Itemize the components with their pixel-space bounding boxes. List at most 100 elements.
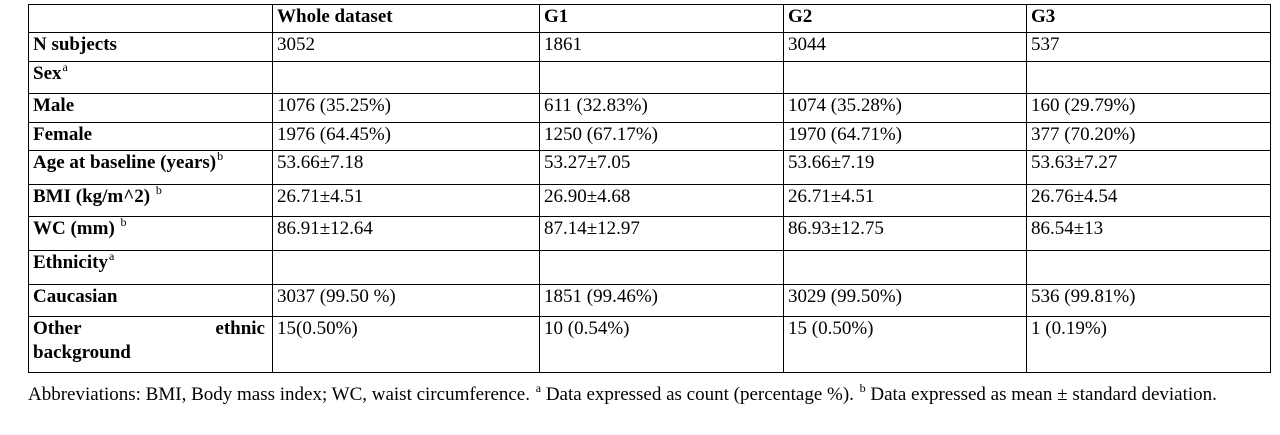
table-row: Caucasian 3037 (99.50 %) 1851 (99.46%) 3029… bbox=[28, 284, 1271, 317]
data-cell: 1076 (35.25%) bbox=[272, 93, 540, 123]
cell-value: 1 (0.19%) bbox=[1031, 318, 1107, 339]
table-row: Age at baseline (years)b 53.66±7.18 53.27±… bbox=[28, 150, 1271, 185]
column-header: G1 bbox=[539, 4, 784, 33]
data-cell: 3029 (99.50%) bbox=[783, 284, 1027, 317]
cell-value: 86.54±13 bbox=[1031, 218, 1104, 239]
data-cell: 1970 (64.71%) bbox=[783, 122, 1027, 151]
cell-value: 15(0.50%) bbox=[277, 318, 358, 339]
cell-value: 15 (0.50%) bbox=[788, 318, 874, 339]
table-row: N subjects 3052 1861 3044 537 bbox=[28, 32, 1271, 62]
data-cell: 160 (29.79%) bbox=[1026, 93, 1271, 123]
cell-value: 26.76±4.54 bbox=[1031, 186, 1118, 207]
data-cell: 15 (0.50%) bbox=[783, 316, 1027, 373]
footnote-text: Data expressed as count (percentage %). bbox=[545, 384, 854, 405]
data-cell bbox=[1026, 250, 1271, 285]
row-label: Caucasian bbox=[33, 286, 118, 307]
abbreviations: Abbreviations: BMI, Body mass index; WC,… bbox=[28, 384, 530, 405]
cell-value: 1970 (64.71%) bbox=[788, 124, 902, 145]
row-label-cell: Ethnicitya bbox=[28, 249, 273, 285]
data-cell: 53.66±7.18 bbox=[272, 150, 540, 185]
footnote-text: Data expressed as mean ± standard deviat… bbox=[870, 384, 1217, 405]
data-cell: 10 (0.54%) bbox=[539, 316, 784, 373]
cell-value: 3037 (99.50 %) bbox=[277, 286, 396, 307]
data-cell: 1250 (67.17%) bbox=[539, 122, 784, 151]
cell-value: 3044 bbox=[788, 34, 826, 55]
data-cell: 87.14±12.97 bbox=[539, 216, 784, 251]
data-cell: 3037 (99.50 %) bbox=[272, 284, 540, 317]
cell-value: 26.90±4.68 bbox=[544, 186, 631, 207]
data-cell: 26.71±4.51 bbox=[272, 184, 540, 217]
row-label: Age at baseline (years) bbox=[33, 152, 217, 173]
row-label-cell: Female bbox=[28, 122, 273, 151]
data-cell: 3044 bbox=[783, 32, 1027, 62]
table-row: Other ethnic background 15(0.50%) 10 (0.54… bbox=[28, 316, 1271, 373]
table-row: BMI (kg/m^2) b 26.71±4.51 26.90±4.68 26.71±… bbox=[28, 183, 1271, 217]
data-cell bbox=[539, 61, 784, 94]
cell-value: 26.71±4.51 bbox=[788, 186, 875, 207]
data-table: Whole dataset G1 G2 G3 N subjects 3052 1861 30… bbox=[28, 4, 1271, 373]
row-label-cell: WC (mm) b bbox=[28, 215, 273, 251]
cell-value: 537 bbox=[1031, 34, 1060, 55]
data-cell: 86.91±12.64 bbox=[272, 216, 540, 251]
row-label-cell: Age at baseline (years)b bbox=[28, 150, 273, 185]
footnote-mark: a bbox=[108, 249, 115, 263]
data-cell: 1976 (64.45%) bbox=[272, 122, 540, 151]
column-header: Whole dataset bbox=[272, 4, 540, 33]
cell-value: 611 (32.83%) bbox=[544, 95, 648, 116]
row-label: Female bbox=[33, 124, 93, 145]
column-header: G3 bbox=[1026, 4, 1271, 33]
table-row: Ethnicitya bbox=[28, 249, 1271, 285]
table-row: Male 1076 (35.25%) 611 (32.83%) 1074 (35.28… bbox=[28, 93, 1271, 123]
cell-value: 53.63±7.27 bbox=[1031, 152, 1118, 173]
row-label-cell: N subjects bbox=[28, 32, 273, 62]
cell-value: 536 (99.81%) bbox=[1031, 286, 1136, 307]
corner-cell bbox=[28, 4, 273, 33]
data-cell bbox=[1026, 61, 1271, 94]
row-label-cell: Male bbox=[28, 93, 273, 123]
row-label-cell: Sexa bbox=[28, 60, 273, 94]
data-cell bbox=[272, 61, 540, 94]
cell-value: 377 (70.20%) bbox=[1031, 124, 1136, 145]
cell-value: 1851 (99.46%) bbox=[544, 286, 658, 307]
cell-value: 1976 (64.45%) bbox=[277, 124, 391, 145]
data-cell bbox=[272, 250, 540, 285]
row-label-cell: Caucasian bbox=[28, 284, 273, 317]
row-label-cell: Other ethnic background bbox=[28, 316, 273, 373]
footnote-mark: b bbox=[859, 381, 866, 395]
cell-value: 10 (0.54%) bbox=[544, 318, 630, 339]
row-label-cell: BMI (kg/m^2) b bbox=[28, 183, 273, 217]
data-cell: 15(0.50%) bbox=[272, 316, 540, 373]
column-header: G2 bbox=[783, 4, 1027, 33]
cell-value: 26.71±4.51 bbox=[277, 186, 364, 207]
cell-value: 3029 (99.50%) bbox=[788, 286, 902, 307]
data-cell bbox=[539, 250, 784, 285]
data-cell bbox=[783, 250, 1027, 285]
data-cell: 26.71±4.51 bbox=[783, 184, 1027, 217]
data-cell: 377 (70.20%) bbox=[1026, 122, 1271, 151]
footnote-mark: a bbox=[62, 60, 68, 74]
cell-value: 1076 (35.25%) bbox=[277, 95, 391, 116]
row-label: BMI (kg/m^2) bbox=[33, 186, 151, 207]
cell-value: 160 (29.79%) bbox=[1031, 95, 1136, 116]
table-row: Female 1976 (64.45%) 1250 (67.17%) 1970 (64… bbox=[28, 122, 1271, 151]
data-cell: 611 (32.83%) bbox=[539, 93, 784, 123]
cell-value: 53.27±7.05 bbox=[544, 152, 631, 173]
cell-value: 1074 (35.28%) bbox=[788, 95, 902, 116]
footnote-mark: b bbox=[120, 215, 127, 229]
data-cell: 86.54±13 bbox=[1026, 216, 1271, 251]
data-cell: 53.66±7.19 bbox=[783, 150, 1027, 185]
data-cell: 537 bbox=[1026, 32, 1271, 62]
table-row: WC (mm) b 86.91±12.64 87.14±12.97 86.93±12.… bbox=[28, 215, 1271, 251]
data-cell: 1851 (99.46%) bbox=[539, 284, 784, 317]
row-label: Ethnicity bbox=[33, 252, 108, 273]
footnote-mark: b bbox=[155, 183, 162, 197]
row-label: N subjects bbox=[33, 34, 117, 55]
data-cell: 26.90±4.68 bbox=[539, 184, 784, 217]
cell-value: 87.14±12.97 bbox=[544, 218, 640, 239]
row-label: Male bbox=[33, 95, 75, 116]
data-cell: 536 (99.81%) bbox=[1026, 284, 1271, 317]
data-cell: 26.76±4.54 bbox=[1026, 184, 1271, 217]
data-cell: 53.63±7.27 bbox=[1026, 150, 1271, 185]
header-row: Whole dataset G1 G2 G3 bbox=[28, 4, 1271, 33]
